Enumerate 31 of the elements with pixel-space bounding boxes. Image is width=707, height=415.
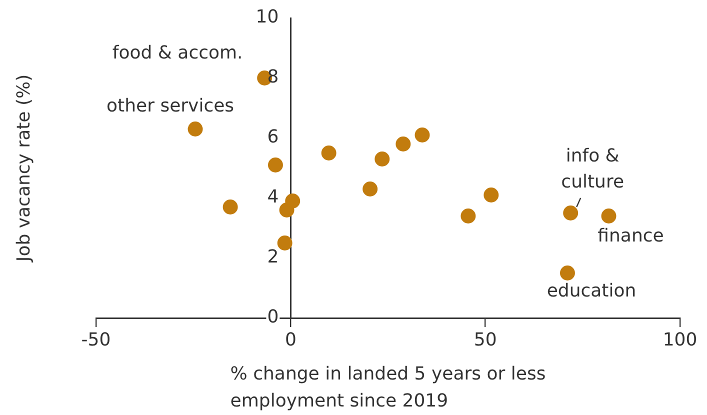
point [484,188,499,202]
x-tick-label: 100 [662,329,698,350]
point [396,136,411,152]
annotation: other services [106,96,234,117]
y-tick-label: 0 [267,306,279,328]
point [268,158,283,172]
y-tick-label: 10 [256,6,279,28]
point [285,194,300,208]
point [222,200,238,214]
y-axis-title: Job vacancy rate (%) [14,74,35,263]
x-axis-title: % change in landed 5 years or less employment since 2019 [230,364,546,412]
point [362,182,378,196]
point [560,266,575,280]
annotation: finance [598,226,664,247]
x-tick-label: -50 [81,329,111,350]
point [414,128,430,142]
annotation: info & culture [561,146,624,193]
point [601,208,616,224]
y-tick-label: 2 [267,246,279,268]
point [321,146,336,160]
y-tick-label: 6 [267,126,279,148]
x-tick-label: 50 [474,329,497,350]
point [460,208,476,224]
y-tick-label: 4 [267,186,279,208]
annotation: education [546,280,636,302]
point [277,236,292,250]
x-tick-label: 0 [284,329,296,350]
point [188,122,203,136]
point [374,152,390,166]
annotation: food & accom. [112,42,243,64]
point [563,206,578,220]
